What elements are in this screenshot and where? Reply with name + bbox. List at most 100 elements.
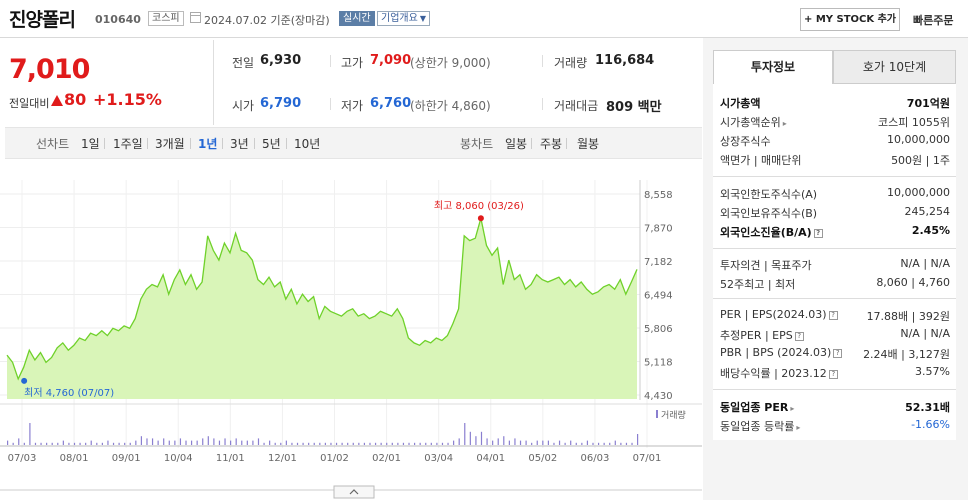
company-overview-button[interactable]: 기업개요 ▼ [377,11,430,26]
volume-bar [224,438,226,445]
volume-bar [51,442,53,445]
x-tick-label: 05/02 [528,453,557,464]
volume-bar [335,442,338,445]
volume-bar [592,442,594,445]
volume-bar [597,442,600,445]
divider [713,176,956,177]
high-value: 7,090 [370,53,412,68]
price-chart[interactable]: 8,558 7,870 7,182 6,494 5,806 5,118 4,430 최고 8,… [0,160,702,500]
current-price: 7,010 [9,54,90,85]
tab-1y[interactable]: 1년 [198,137,218,151]
help-icon[interactable]: ? [813,228,823,238]
y-tick-label: 7,182 [644,257,673,268]
divider [104,138,105,149]
volume-bar [391,442,393,445]
volume-bar [90,440,92,445]
info-key: PBR | BPS (2024.03)? [720,346,843,359]
volume-bar [23,442,25,445]
amount-number: 809 [606,100,634,115]
tab-10y[interactable]: 10년 [294,137,321,151]
info-row: 동일업종 PER ▸ 52.31배 [720,399,950,415]
volume-bar [157,440,159,445]
help-icon[interactable]: ? [794,331,804,341]
low-label: 저가 [341,99,364,113]
volume-bar [430,442,432,445]
tab-monthly[interactable]: 월봉 [577,137,600,151]
volume-bar [7,440,9,445]
x-tick-label: 04/01 [476,453,505,464]
info-value: 2.45% [911,224,950,237]
volume-bar [129,442,131,445]
volume-bar [436,442,438,445]
volume-bar [163,438,165,445]
tab-1w[interactable]: 1주일 [113,137,143,151]
info-row: 배당수익률 | 2023.12? 3.57% [720,365,950,381]
volume-bar [179,438,182,445]
tab-invest-info[interactable]: 투자정보 [713,50,833,84]
volume-bar [313,442,315,445]
change-value: 80 [51,90,86,109]
upper-limit: (상한가 9,000) [410,56,491,70]
x-tick-label: 06/03 [581,453,610,464]
tab-weekly[interactable]: 주봉 [540,137,563,151]
volume-bar [101,442,103,445]
company-overview-label: 기업개요 [381,13,418,24]
volume-bar [207,436,209,445]
collapse-handle[interactable] [333,485,375,499]
divider [190,138,191,149]
divider [713,298,956,299]
volume-bar [347,442,349,445]
volume-bar [519,440,522,445]
tab-hoga-10[interactable]: 호가 10단계 [833,50,956,84]
volume-bar [96,442,98,445]
quick-order-button[interactable]: 빠른주문 [913,14,954,27]
volume-bar [124,442,126,445]
divider [542,98,543,110]
volume-bar [363,442,366,445]
tab-daily[interactable]: 일봉 [505,137,528,151]
volume-bar [497,438,499,445]
amount-unit: 백만 [637,100,662,115]
volume-bar [508,440,510,445]
info-key: 동일업종 등락률 ▸ [720,420,801,433]
prev-close-label: 전일 [232,56,255,70]
help-icon[interactable]: ? [828,369,838,379]
price-area [7,218,637,399]
amount-label: 거래대금 [554,99,599,113]
tab-3y[interactable]: 3년 [230,137,249,151]
open-value: 6,790 [260,96,302,111]
volume-bar [40,442,42,445]
volume-bar [280,442,282,445]
realtime-badge: 실시간 [339,11,375,26]
volume-bar [174,440,176,445]
volume-bar [402,442,405,445]
tab-1d[interactable]: 1일 [81,137,100,151]
info-value: 8,060 | 4,760 [876,276,950,289]
divider [566,138,567,149]
info-value: 245,254 [904,205,951,218]
volume-legend: 거래량 [661,409,686,421]
info-value: 코스피 1055위 [878,116,950,129]
side-panel-body [713,50,956,440]
divider [713,389,956,390]
info-key: 외국인소진율(B/A)? [720,224,823,240]
volume-bar [202,438,204,445]
info-value: 10,000,000 [887,133,950,146]
info-key: 배당수익률 | 2023.12? [720,365,838,381]
volume-bar [447,442,449,445]
info-value: -1.66% [911,418,950,431]
info-row: 투자의견 | 목표주가 N/A | N/A [720,257,950,273]
volume-bar [369,442,371,445]
help-icon[interactable]: ? [833,348,843,358]
info-key: 외국인보유주식수(B) [720,207,818,220]
info-value: 17.88배 | 392원 [866,310,950,323]
divider [147,138,148,149]
caret-right-icon: ▸ [790,404,795,413]
change-amount: 80 [64,90,87,109]
help-icon[interactable]: ? [828,310,838,320]
add-mystock-button[interactable]: + MY STOCK 추가 [800,8,900,31]
tab-5y[interactable]: 5년 [262,137,281,151]
volume-bar [274,442,276,445]
tab-3m[interactable]: 3개월 [155,137,185,151]
volume-bar [386,442,388,445]
